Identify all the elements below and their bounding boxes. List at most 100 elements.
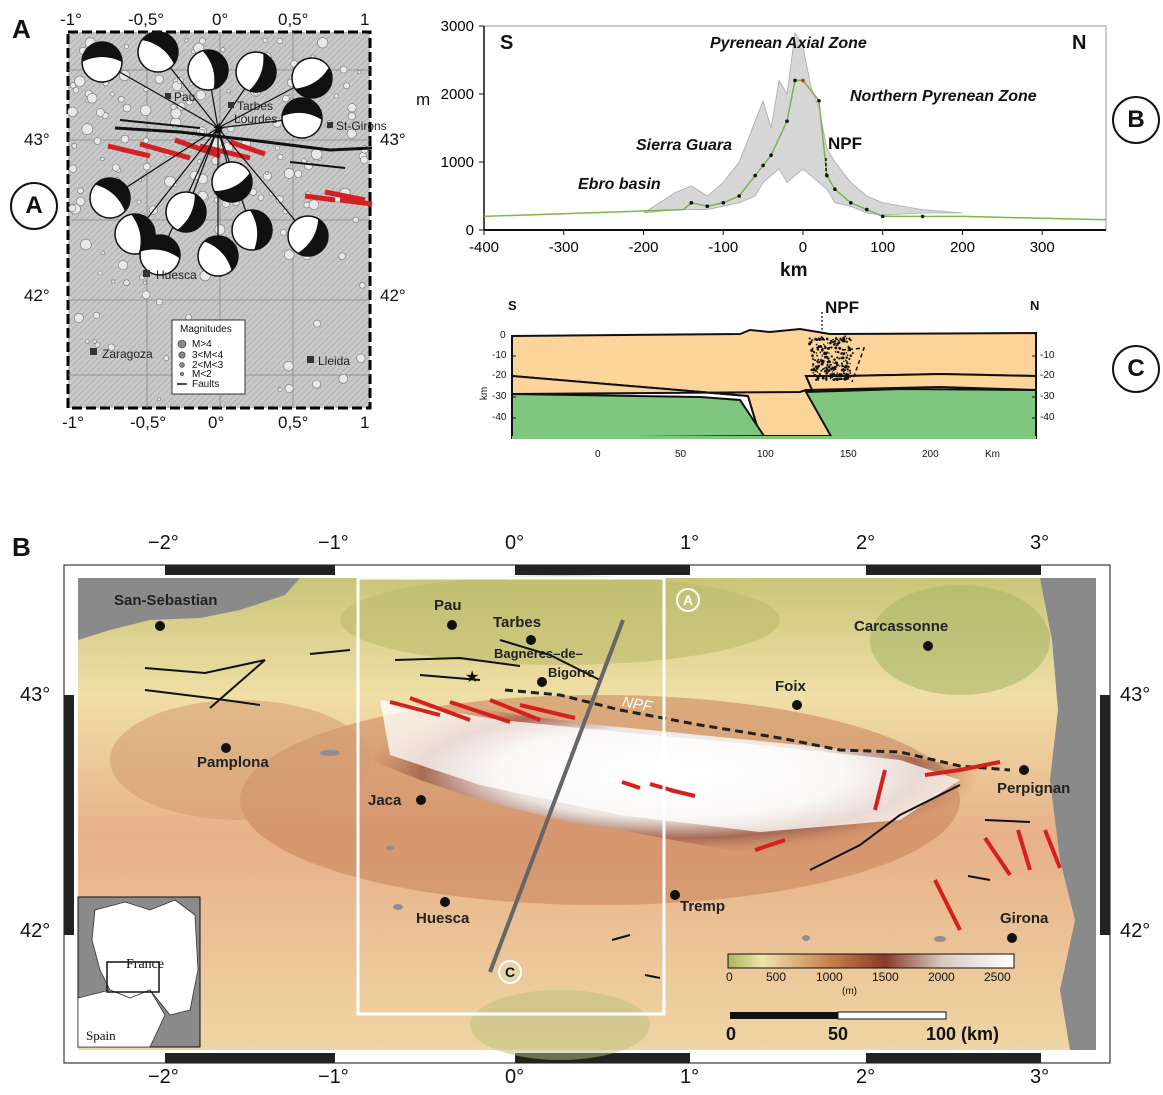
hypocenter-dot [847, 365, 850, 368]
section-right-tick: -30 [1040, 391, 1055, 402]
panel-b-side-label: B [1112, 96, 1160, 144]
city-label: Pau [174, 90, 196, 104]
earthquake-dot [68, 204, 77, 213]
hypocenter-dot [825, 366, 828, 369]
panel-a-letter: A [12, 14, 31, 44]
hypocenter-dot [826, 364, 828, 367]
profile-point [689, 201, 694, 205]
hypocenter-dot [836, 338, 839, 341]
hypocenter-dot [819, 344, 823, 348]
zone-label: Ebro basin [578, 176, 661, 193]
earthquake-dot [262, 37, 268, 43]
hypocenter-dot [835, 368, 837, 371]
hypocenter-dot [840, 374, 843, 377]
hypocenter-dot [821, 347, 824, 350]
hypocenter-dot [815, 339, 819, 342]
hypocenter-dot [833, 362, 836, 365]
earthquake-dot [317, 37, 329, 49]
hypocenter-dot [841, 364, 844, 368]
hypocenter-dot [836, 372, 838, 374]
map-lat-tick: 42° [20, 920, 51, 942]
earthquake-dot [268, 190, 275, 197]
hypocenter-dot [808, 342, 812, 346]
hypocenter-dot [833, 339, 837, 343]
hypocenter-dot [846, 362, 849, 365]
hypocenter-dot [834, 346, 838, 350]
earthquake-dot [278, 387, 283, 392]
hypocenter-dot [814, 359, 817, 362]
city-label: Perpignan [997, 780, 1071, 797]
colorbar-unit: (m) [842, 986, 857, 997]
colorbar-tick: 2500 [984, 970, 1011, 984]
hypocenter-dot [836, 356, 839, 359]
focal-connector-line [101, 61, 219, 129]
earthquake-dot [142, 280, 147, 285]
hypocenter-dot [842, 352, 844, 354]
hypocenter-dot [812, 368, 816, 372]
hypocenter-dot [811, 339, 814, 341]
earthquake-dot [111, 279, 116, 284]
profile-point [920, 214, 925, 219]
hypocenter-dot [838, 339, 840, 342]
hypocenter-dot [851, 352, 854, 355]
profile-ylabel: m [416, 90, 431, 109]
section-distance-unit: Km [985, 449, 1000, 460]
legend-item: 3<M<4 [192, 350, 224, 361]
earthquake-dot [184, 38, 189, 43]
panel-a-lat-tick-left: 42° [24, 286, 50, 305]
legend-item: M<2 [192, 369, 212, 380]
hypocenter-dot [843, 360, 845, 363]
hypocenter-dot [844, 376, 846, 378]
hypocenter-dot [849, 372, 852, 374]
scalebar-label: 50 [828, 1024, 849, 1044]
earthquake-dot [122, 103, 132, 113]
hypocenter-dot [820, 348, 824, 352]
hypocenter-dot [815, 343, 818, 346]
x-tick-label: -100 [708, 239, 738, 256]
profile-south: S [500, 32, 514, 54]
hypocenter-dot [829, 363, 832, 366]
earthquake-dot [76, 196, 86, 206]
earthquake-dot [239, 115, 248, 124]
focal-mechanism-icon [137, 31, 179, 73]
earthquake-dot [67, 106, 78, 117]
earthquake-dot [312, 379, 321, 389]
map-lon-tick: −1° [318, 532, 349, 554]
hypocenter-dot [849, 376, 852, 378]
hypocenter-dot [816, 346, 819, 350]
map-lon-tick: 0° [505, 532, 525, 554]
hypocenter-dot [833, 342, 836, 345]
hypocenter-dot [831, 341, 834, 344]
profile-point [880, 214, 885, 219]
hypocenter-dot [826, 363, 829, 366]
hypocenter-dot [838, 357, 841, 360]
city-label: Pau [434, 597, 462, 614]
x-tick-label: 300 [1030, 239, 1055, 256]
focal-mechanism-icon [81, 41, 123, 83]
earthquake-dot [284, 249, 295, 260]
active-faults-red [389, 696, 1062, 931]
hypocenter-dot [825, 378, 828, 382]
hypocenter-dot [824, 346, 827, 350]
panel-a-top-tick: 0,5° [278, 10, 309, 29]
hypocenter-dot [810, 341, 813, 344]
hypocenter-dot [831, 371, 834, 373]
hypocenter-dot [840, 362, 844, 365]
panel-a-bottom-tick: -0,5° [130, 413, 167, 432]
earthquake-dot [313, 319, 321, 328]
hypocenter-dot [843, 365, 846, 368]
earthquake-dot [185, 98, 193, 106]
mantle-south [511, 392, 766, 440]
earthquake-dot [280, 229, 287, 236]
hypocenter-dot [827, 365, 831, 369]
earthquake-dot [214, 224, 226, 235]
earthquake-dot [138, 351, 145, 358]
hypocenter-dot [833, 365, 837, 369]
focal-connector-line [217, 127, 309, 237]
section-right-tick: -20 [1040, 370, 1055, 381]
earthquake-dot [110, 91, 115, 97]
y-tick-label: 3000 [441, 18, 474, 35]
hypocenter-dot [844, 359, 847, 362]
panel-a-bottom-tick: 0,5° [278, 413, 309, 432]
map-lon-tick: 1° [680, 1066, 700, 1088]
